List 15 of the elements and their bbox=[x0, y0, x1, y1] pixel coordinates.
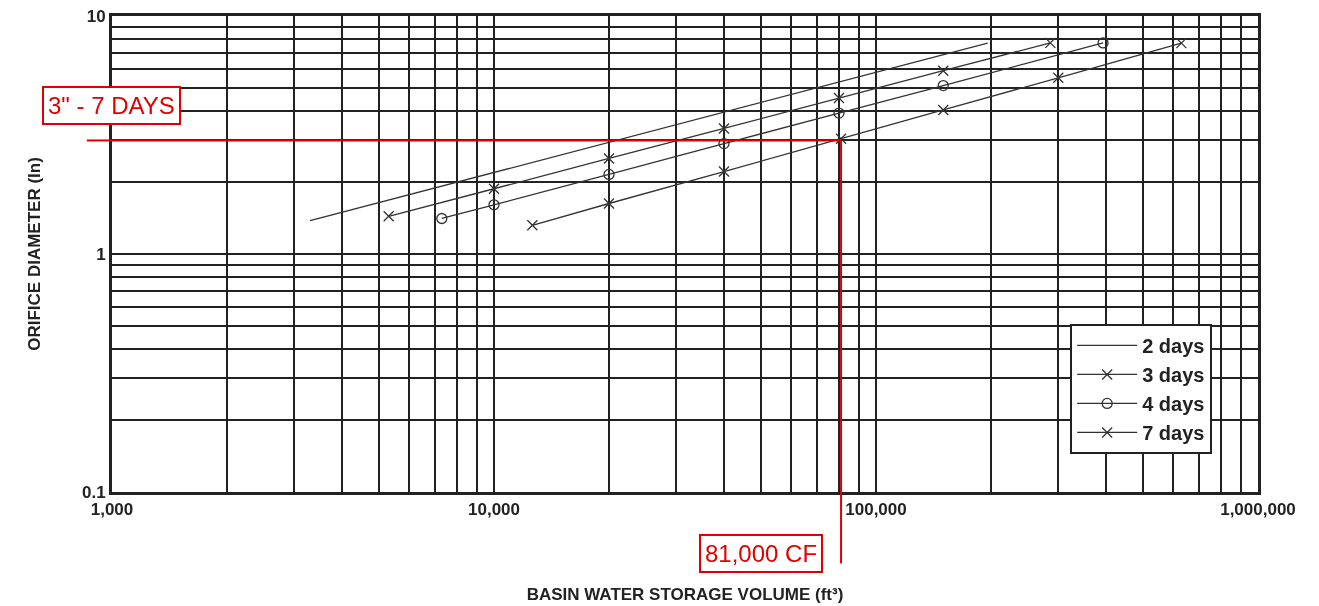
y-axis-title: ORIFICE DIAMETER (In) bbox=[24, 157, 44, 351]
y-tick-label: 10 bbox=[86, 6, 106, 26]
ref-line-label: 3" - 7 DAYS bbox=[48, 92, 175, 119]
x-axis-title: BASIN WATER STORAGE VOLUME (ft³) bbox=[526, 584, 844, 604]
legend-label: 3 days bbox=[1142, 364, 1205, 387]
y-tick-label: 1 bbox=[96, 244, 106, 264]
legend-label: 2 days bbox=[1142, 335, 1205, 358]
x-tick-label: 100,000 bbox=[845, 500, 907, 520]
legend-label: 4 days bbox=[1142, 393, 1205, 416]
x-tick-label: 1,000 bbox=[90, 500, 134, 520]
x-tick-label: 10,000 bbox=[468, 500, 520, 520]
legend-label: 7 days bbox=[1142, 422, 1205, 445]
x-tick-label: 1,000,000 bbox=[1220, 500, 1296, 520]
y-tick-label: 0.1 bbox=[81, 482, 106, 502]
ref-line-label: 81,000 CF bbox=[705, 540, 818, 567]
